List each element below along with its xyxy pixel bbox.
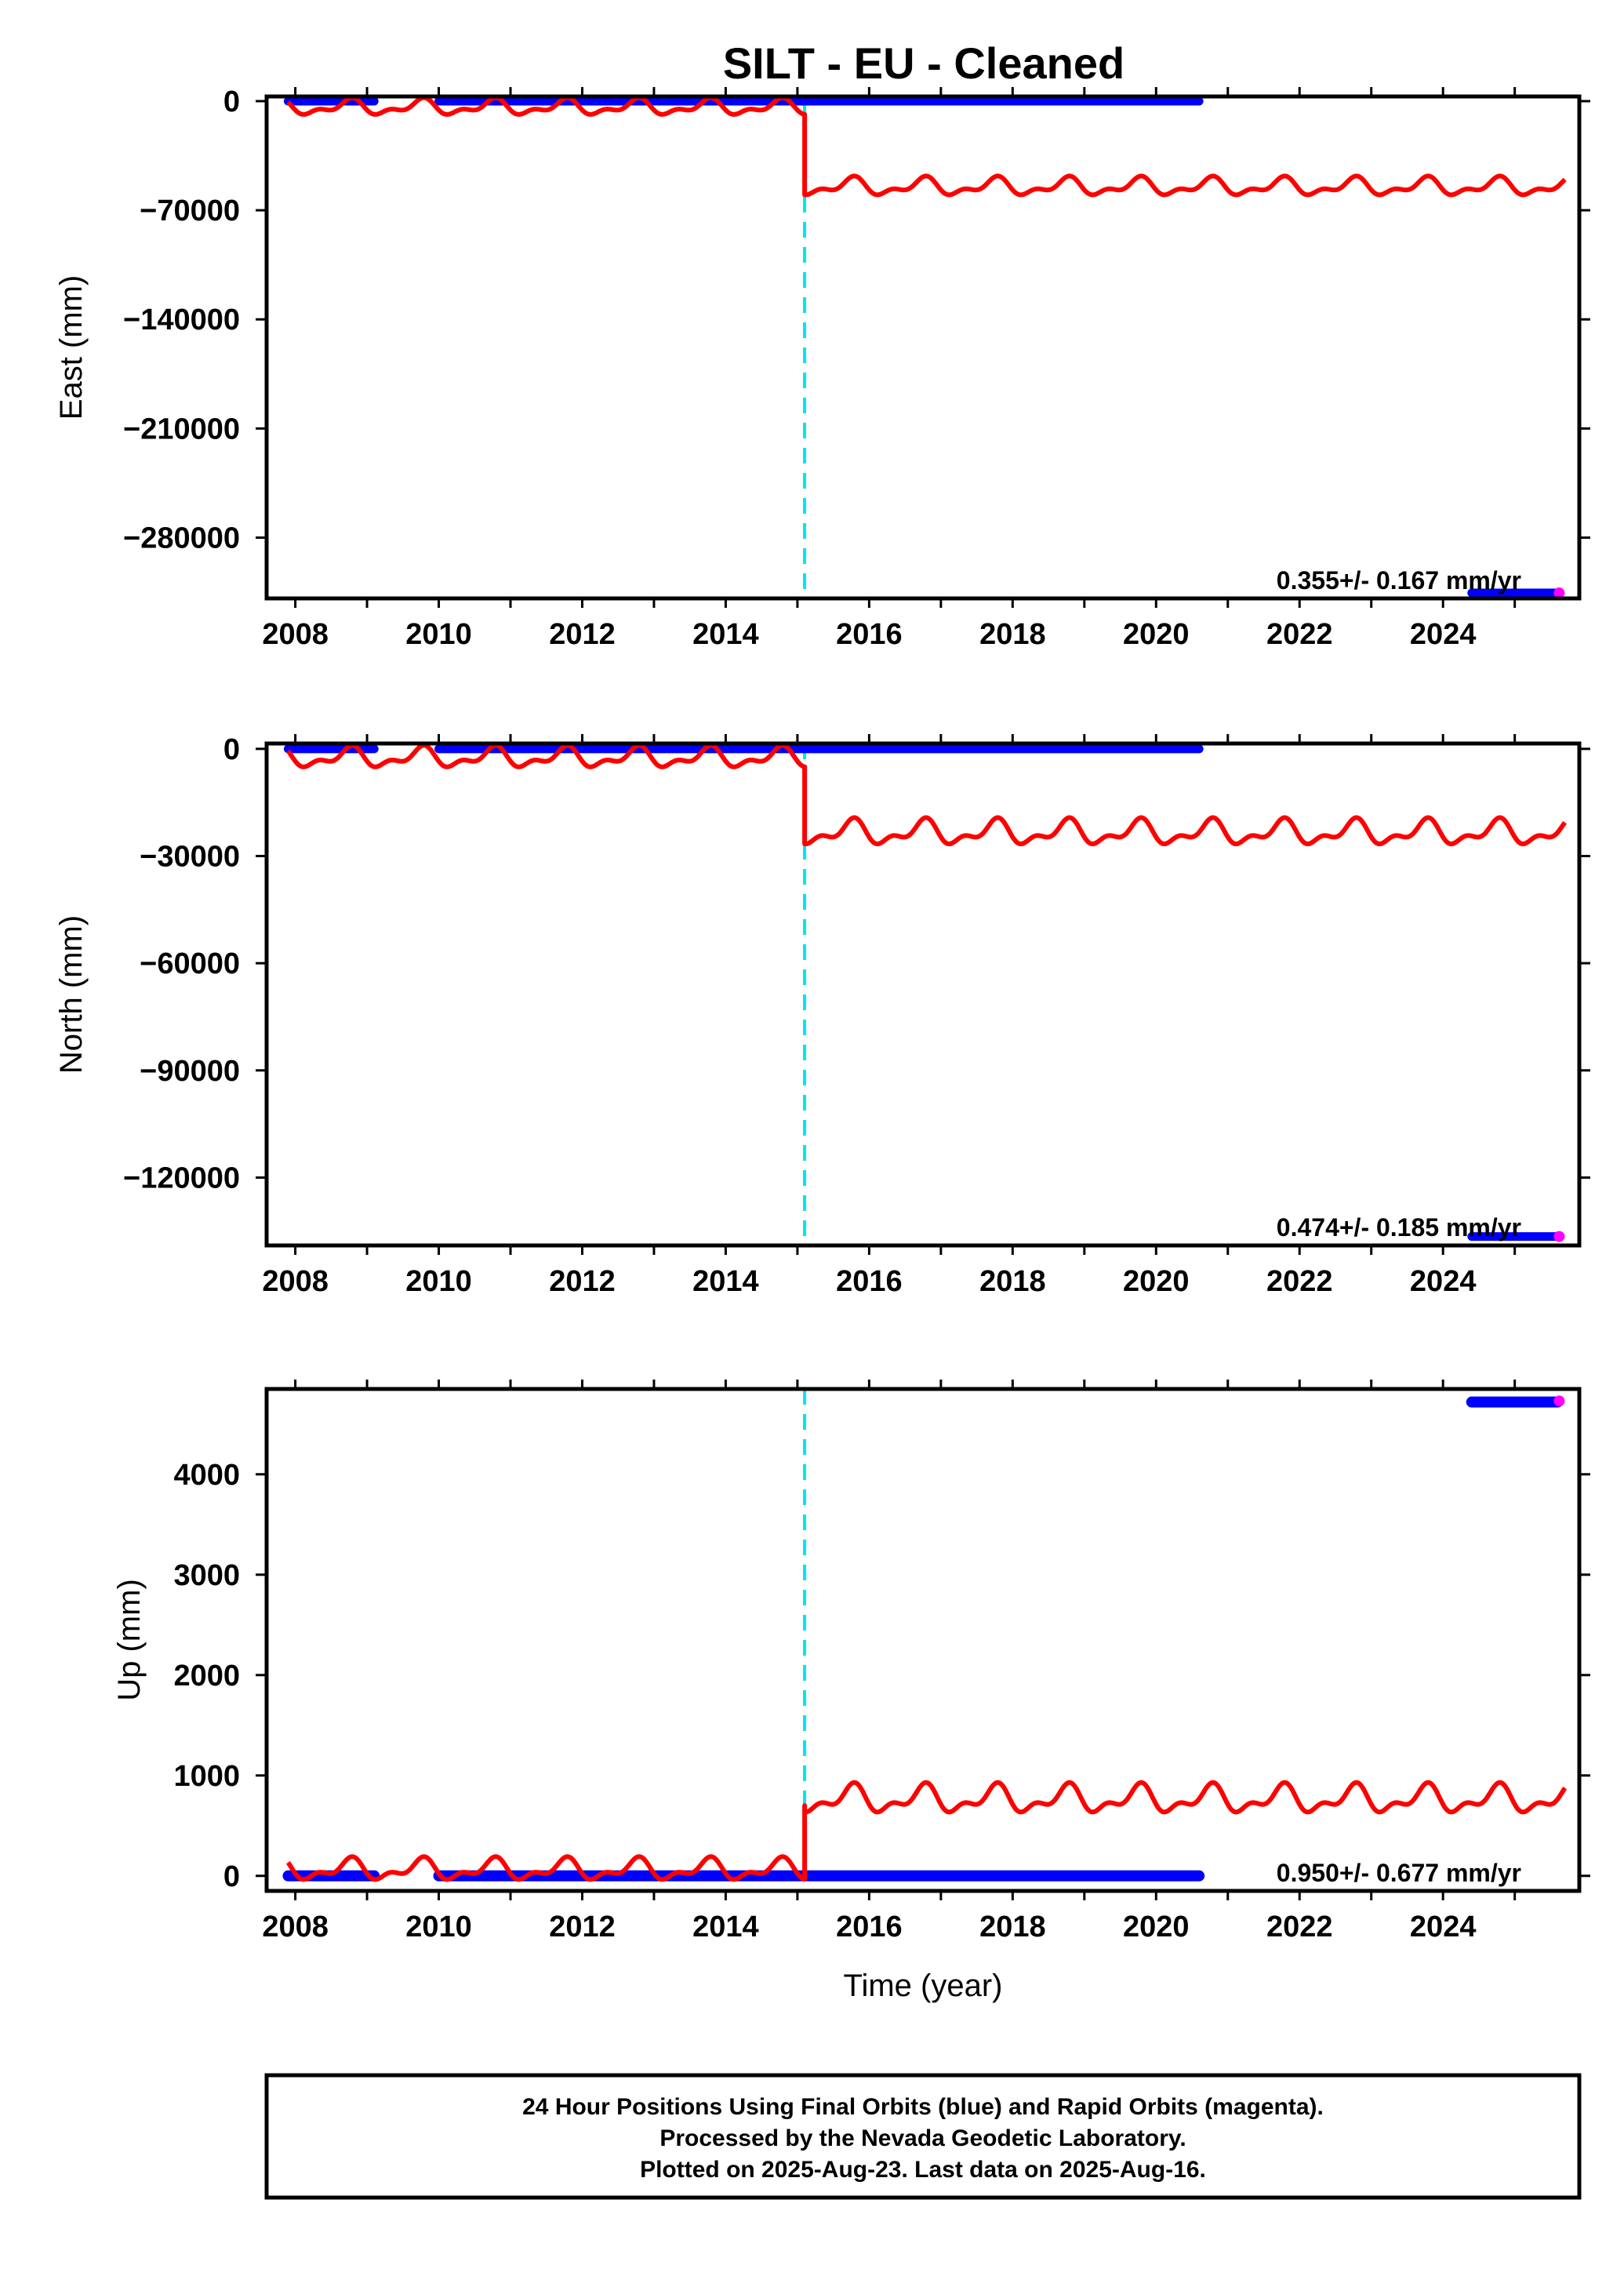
x-tick-label: 2010 — [405, 1265, 472, 1298]
x-tick-label: 2020 — [1123, 618, 1190, 651]
y-tick-label: −30000 — [140, 840, 240, 873]
velocity-rate-label: 0.355+/- 0.167 mm/yr — [1277, 566, 1521, 594]
y-tick-label: 3000 — [173, 1559, 240, 1592]
x-tick-label: 2016 — [836, 618, 903, 651]
y-tick-label: −280000 — [123, 522, 240, 554]
plot-frame — [264, 1387, 1582, 1893]
x-tick-label: 2012 — [549, 1265, 616, 1298]
x-tick-label: 2012 — [549, 1911, 616, 1943]
y-tick-label: 1000 — [173, 1760, 240, 1793]
rapid-orbit-point-0 — [1553, 587, 1565, 598]
plot-area — [282, 1389, 1568, 1891]
plot-frame — [264, 741, 1582, 1248]
plot-area — [283, 96, 1567, 598]
y-tick-label: −60000 — [140, 947, 240, 980]
footer-frame — [264, 2073, 1582, 2200]
x-tick-label: 2008 — [262, 618, 329, 651]
plot-frame — [264, 94, 1582, 601]
model-curve — [285, 1780, 1568, 1882]
y-tick-label: −210000 — [123, 413, 240, 445]
model-curve — [286, 744, 1568, 846]
x-tick-label: 2022 — [1266, 1265, 1333, 1298]
rapid-orbit-point-0 — [1553, 1395, 1565, 1407]
x-tick-label: 2024 — [1410, 1911, 1477, 1943]
velocity-rate-label: 0.950+/- 0.677 mm/yr — [1277, 1859, 1521, 1887]
x-tick-label: 2018 — [979, 1911, 1046, 1943]
y-tick-label: −70000 — [140, 195, 240, 227]
footer-line-2: Processed by the Nevada Geodetic Laborat… — [659, 2125, 1186, 2151]
y-axis-label: Up (mm) — [112, 1579, 147, 1701]
y-tick-label: −120000 — [123, 1162, 240, 1194]
figure-title: SILT - EU - Cleaned — [723, 38, 1124, 88]
east-panel: 0 −70000 −140000 −210000 −280000 2008 2010 2012… — [54, 85, 1590, 651]
x-tick-label: 2022 — [1266, 1911, 1333, 1943]
y-tick-label: 0 — [223, 733, 240, 766]
y-tick-label: −140000 — [123, 304, 240, 336]
y-axis-label: East (mm) — [54, 275, 89, 420]
plot-area — [283, 744, 1568, 1245]
x-tick-label: 2018 — [979, 1265, 1046, 1298]
x-tick-label: 2012 — [549, 618, 616, 651]
x-tick-label: 2008 — [262, 1265, 329, 1298]
footer-line-1: 24 Hour Positions Using Final Orbits (bl… — [522, 2094, 1324, 2120]
x-axis-label: Time (year) — [844, 1969, 1003, 2003]
x-tick-label: 2024 — [1410, 1265, 1477, 1298]
x-tick-label: 2014 — [692, 1265, 759, 1298]
x-tick-label: 2018 — [979, 618, 1046, 651]
north-panel: 0 −30000 −60000 −90000 −120000 2008 2010 2012 20… — [54, 733, 1590, 1298]
footer-line-3: Plotted on 2025-Aug-23. Last data on 202… — [640, 2157, 1206, 2183]
footer-box: 24 Hour Positions Using Final Orbits (bl… — [264, 2073, 1582, 2200]
x-tick-label: 2010 — [405, 618, 472, 651]
x-tick-label: 2020 — [1123, 1265, 1190, 1298]
x-tick-label: 2024 — [1410, 618, 1477, 651]
y-tick-label: 2000 — [173, 1660, 240, 1692]
up-panel: 0 1000 2000 3000 4000 2008 2010 2012 2014 2016 201… — [112, 1380, 1590, 2003]
y-tick-label: 0 — [223, 1860, 240, 1893]
y-axis-label: North (mm) — [54, 915, 89, 1074]
x-tick-label: 2016 — [836, 1911, 903, 1943]
y-tick-label: −90000 — [140, 1055, 240, 1088]
y-tick-label: 0 — [223, 85, 240, 118]
y-tick-label: 4000 — [173, 1459, 240, 1492]
x-tick-label: 2020 — [1123, 1911, 1190, 1943]
model-curve — [286, 96, 1567, 198]
rapid-orbit-point-0 — [1553, 1231, 1565, 1242]
x-tick-label: 2008 — [262, 1911, 329, 1943]
x-tick-label: 2016 — [836, 1265, 903, 1298]
velocity-rate-label: 0.474+/- 0.185 mm/yr — [1277, 1213, 1521, 1242]
x-tick-label: 2014 — [692, 1911, 759, 1943]
x-tick-label: 2022 — [1266, 618, 1333, 651]
x-tick-label: 2014 — [692, 618, 759, 651]
x-tick-label: 2010 — [405, 1911, 472, 1943]
